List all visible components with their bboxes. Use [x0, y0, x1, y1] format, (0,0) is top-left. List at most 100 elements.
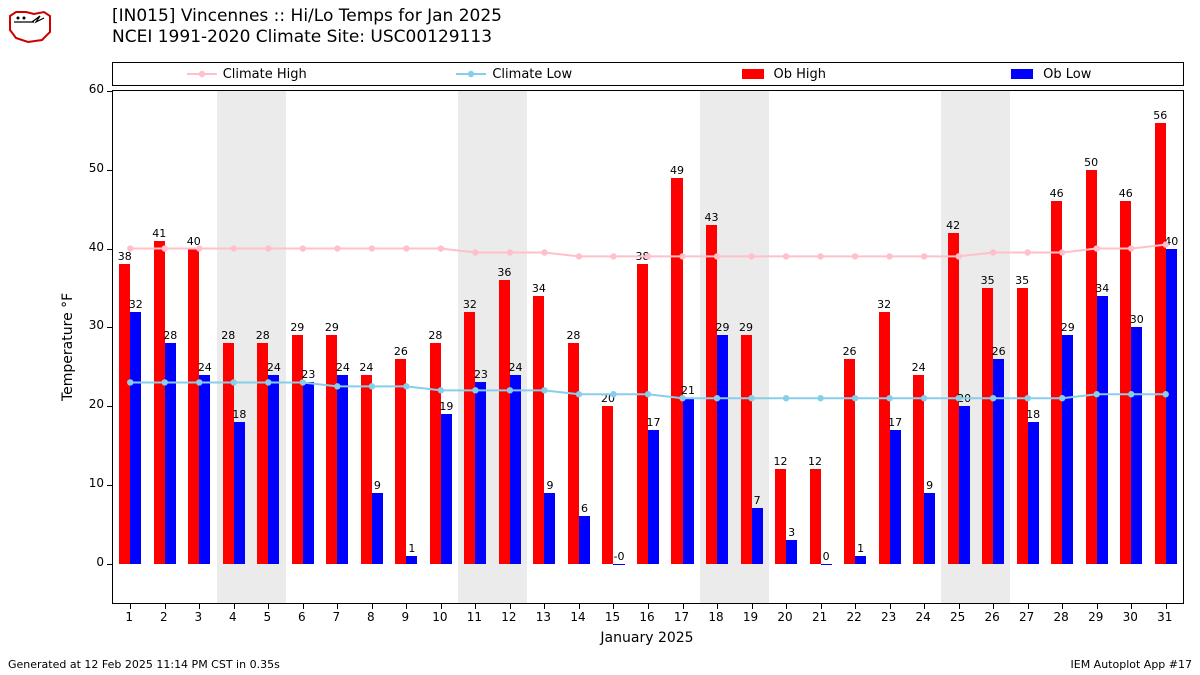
label-ob-low: 24 [331, 361, 355, 374]
bar-ob-high [533, 296, 544, 564]
bar-ob-low [372, 493, 383, 564]
bar-ob-high [430, 343, 441, 564]
y-tick-label: 10 [64, 476, 104, 490]
bar-ob-low [510, 375, 521, 564]
bar-ob-low [199, 375, 210, 564]
x-tick-label: 12 [497, 610, 521, 624]
bar-ob-low [406, 556, 417, 564]
x-tick-label: 22 [842, 610, 866, 624]
label-ob-high: 46 [1045, 187, 1069, 200]
bar-ob-high [982, 288, 993, 564]
label-ob-high: 26 [838, 345, 862, 358]
climate-high-line-marker [541, 249, 547, 255]
label-ob-low: 18 [227, 408, 251, 421]
bar-ob-low [648, 430, 659, 564]
label-ob-low: 20 [952, 392, 976, 405]
x-tick-label: 4 [221, 610, 245, 624]
climate-high-line-marker [817, 253, 823, 259]
label-ob-high: 32 [458, 298, 482, 311]
chart-title: [IN015] Vincennes :: Hi/Lo Temps for Jan… [112, 6, 502, 49]
bar-ob-low [613, 564, 624, 565]
bar-ob-low [441, 414, 452, 564]
label-ob-high: 28 [216, 329, 240, 342]
legend-item: Climate High [113, 67, 381, 82]
x-tick-label: 20 [773, 610, 797, 624]
x-tick-label: 26 [980, 610, 1004, 624]
bar-ob-high [361, 375, 372, 564]
bar-ob-high [1017, 288, 1028, 564]
label-ob-low: 1 [400, 542, 424, 555]
label-ob-high: 12 [803, 455, 827, 468]
climate-high-line-marker [1024, 249, 1030, 255]
label-ob-high: 26 [389, 345, 413, 358]
x-tick-label: 8 [359, 610, 383, 624]
bar-ob-high [188, 249, 199, 564]
x-tick-label: 11 [462, 610, 486, 624]
label-ob-low: 30 [1125, 313, 1149, 326]
bar-ob-high [568, 343, 579, 564]
label-ob-low: 28 [158, 329, 182, 342]
x-tick-label: 17 [670, 610, 694, 624]
climate-high-line-marker [300, 245, 306, 251]
legend-label: Climate High [223, 67, 307, 82]
label-ob-high: 41 [147, 227, 171, 240]
legend-label: Ob High [774, 67, 827, 82]
title-line-2: NCEI 1991-2020 Climate Site: USC00129113 [112, 27, 502, 48]
x-tick-label: 28 [1049, 610, 1073, 624]
bar-ob-high [1086, 170, 1097, 564]
bar-ob-high [395, 359, 406, 564]
climate-high-line-marker [369, 245, 375, 251]
x-tick-label: 18 [704, 610, 728, 624]
footer-generated: Generated at 12 Feb 2025 11:14 PM CST in… [8, 658, 280, 671]
x-tick-label: 14 [566, 610, 590, 624]
x-tick-label: 9 [393, 610, 417, 624]
legend-swatch [456, 68, 486, 80]
label-ob-high: 50 [1079, 156, 1103, 169]
label-ob-high: 40 [182, 235, 206, 248]
x-tick-label: 15 [600, 610, 624, 624]
label-ob-low: 9 [365, 479, 389, 492]
climate-high-line-marker [403, 245, 409, 251]
label-ob-low: 18 [1021, 408, 1045, 421]
label-ob-high: 38 [113, 250, 137, 263]
title-line-1: [IN015] Vincennes :: Hi/Lo Temps for Jan… [112, 6, 502, 27]
y-tick-label: 30 [64, 318, 104, 332]
label-ob-high: 38 [630, 250, 654, 263]
bar-ob-high [1120, 201, 1131, 563]
legend: Climate HighClimate LowOb HighOb Low [112, 62, 1184, 86]
x-tick-label: 3 [186, 610, 210, 624]
label-ob-high: 28 [561, 329, 585, 342]
bar-ob-high [223, 343, 234, 564]
x-tick-label: 16 [635, 610, 659, 624]
label-ob-low: 17 [883, 416, 907, 429]
label-ob-low: 23 [469, 368, 493, 381]
bar-ob-high [602, 406, 613, 564]
bar-ob-low [924, 493, 935, 564]
label-ob-low: -0 [607, 550, 631, 563]
bar-ob-low [1097, 296, 1108, 564]
x-tick-label: 2 [152, 610, 176, 624]
x-tick-label: 25 [946, 610, 970, 624]
climate-high-line-marker [852, 253, 858, 259]
label-ob-high: 29 [734, 321, 758, 334]
label-ob-low: 40 [1159, 235, 1183, 248]
y-axis-label: Temperature °F [60, 293, 76, 401]
label-ob-low: 6 [572, 502, 596, 515]
bar-ob-low [752, 508, 763, 563]
y-tick-label: 40 [64, 240, 104, 254]
x-tick-label: 5 [255, 610, 279, 624]
label-ob-low: 24 [503, 361, 527, 374]
bar-ob-low [1131, 327, 1142, 563]
x-tick-label: 24 [911, 610, 935, 624]
climate-low-line-marker [783, 395, 789, 401]
bar-ob-low [890, 430, 901, 564]
bar-ob-high [671, 178, 682, 564]
label-ob-low: 3 [780, 526, 804, 539]
bar-ob-low [234, 422, 245, 564]
plot-area: 3841402828292924262832363428203849432912… [112, 90, 1184, 604]
bar-ob-low [475, 382, 486, 563]
x-tick-label: 31 [1153, 610, 1177, 624]
x-tick-label: 27 [1015, 610, 1039, 624]
label-ob-high: 42 [941, 219, 965, 232]
climate-high-line-marker [886, 253, 892, 259]
